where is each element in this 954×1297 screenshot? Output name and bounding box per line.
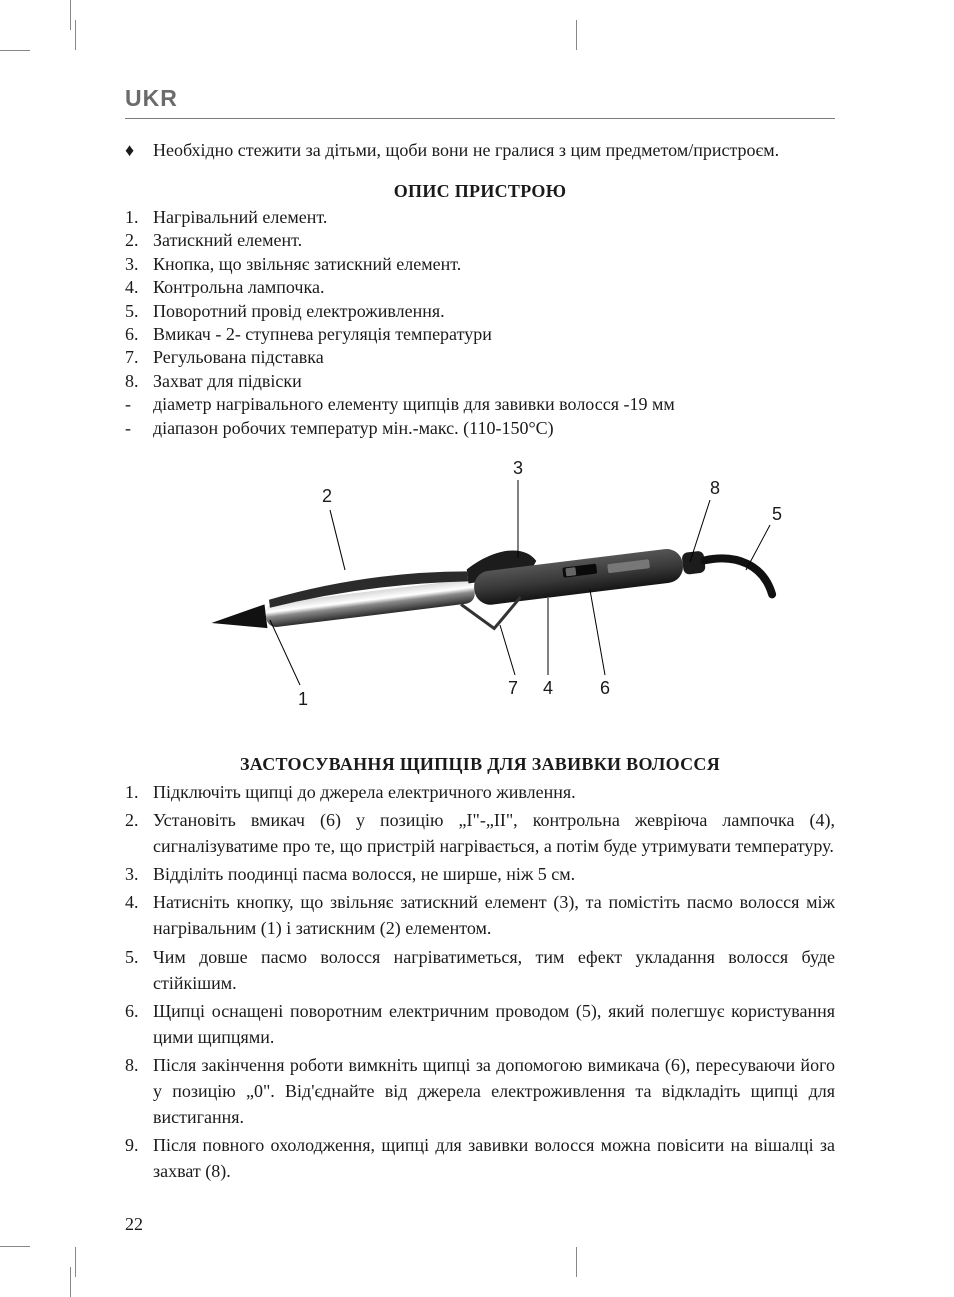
diagram-label-7: 7: [508, 678, 518, 698]
description-item: -діаметр нагрівального елементу щипців д…: [125, 393, 835, 416]
crop-mark: [70, 1267, 71, 1297]
description-item-number: 7.: [125, 346, 153, 369]
crop-mark: [576, 20, 577, 50]
diagram-switch-knob: [565, 567, 576, 576]
description-item: 6.Вмикач - 2- ступнева регуляція темпера…: [125, 323, 835, 346]
usage-item: 1.Підключіть щипці до джерела електрично…: [125, 779, 835, 805]
usage-item: 5.Чим довше пасмо волосся нагріватиметьс…: [125, 944, 835, 996]
description-item-number: 2.: [125, 229, 153, 252]
description-item-number: 6.: [125, 323, 153, 346]
usage-item-text: Після повного охолодження, щипці для зав…: [153, 1132, 835, 1184]
description-item-text: діаметр нагрівального елементу щипців дл…: [153, 393, 835, 416]
description-item: 2.Затискний елемент.: [125, 229, 835, 252]
usage-item-number: 5.: [125, 944, 153, 996]
description-item: 7.Регульована підставка: [125, 346, 835, 369]
usage-item: 2.Установіть вмикач (6) у позицію „I"-„I…: [125, 807, 835, 859]
description-item-text: Контрольна лампочка.: [153, 276, 835, 299]
description-item: 5.Поворотний провід електроживлення.: [125, 300, 835, 323]
diagram-label-6: 6: [600, 678, 610, 698]
usage-item: 4.Натисніть кнопку, що звільняє затискни…: [125, 889, 835, 941]
device-diagram: 1 2 3 4 5 6 7 8: [125, 450, 835, 730]
description-item-text: Регульована підставка: [153, 346, 835, 369]
diagram-cord: [704, 552, 772, 602]
usage-list: 1.Підключіть щипці до джерела електрично…: [125, 779, 835, 1184]
crop-mark: [75, 1247, 76, 1277]
description-item: -діапазон робочих температур мін.-макс. …: [125, 417, 835, 440]
diagram-label-1: 1: [298, 689, 308, 709]
description-item-text: Кнопка, що звільняє затискний елемент.: [153, 253, 835, 276]
language-header: UKR: [125, 85, 835, 112]
section-title-usage: ЗАСТОСУВАННЯ ЩИПЦІВ ДЛЯ ЗАВИВКИ ВОЛОССЯ: [125, 754, 835, 775]
description-list: 1.Нагрівальний елемент.2.Затискний елеме…: [125, 206, 835, 440]
diagram-label-5: 5: [772, 504, 782, 524]
description-item-number: 3.: [125, 253, 153, 276]
safety-bullet-text: Необхідно стежити за дітьми, щоби вони н…: [153, 137, 835, 163]
description-item-number: 1.: [125, 206, 153, 229]
diagram-label-4: 4: [543, 678, 553, 698]
description-item-text: Вмикач - 2- ступнева регуляція температу…: [153, 323, 835, 346]
section-title-description: ОПИС ПРИСТРОЮ: [125, 181, 835, 202]
description-item-number: 4.: [125, 276, 153, 299]
description-item-number: 8.: [125, 370, 153, 393]
usage-item: 8.Після закінчення роботи вимкніть щипці…: [125, 1052, 835, 1130]
page-number: 22: [125, 1214, 143, 1235]
usage-item-text: Установіть вмикач (6) у позицію „I"-„II"…: [153, 807, 835, 859]
diagram-label-2: 2: [322, 486, 332, 506]
usage-item: 9.Після повного охолодження, щипці для з…: [125, 1132, 835, 1184]
usage-item-text: Чим довше пасмо волосся нагріватиметься,…: [153, 944, 835, 996]
safety-bullet-row: ♦ Необхідно стежити за дітьми, щоби вони…: [125, 137, 835, 163]
crop-mark: [70, 0, 71, 30]
usage-item-number: 1.: [125, 779, 153, 805]
description-item-text: діапазон робочих температур мін.-макс. (…: [153, 417, 835, 440]
device-diagram-svg: 1 2 3 4 5 6 7 8: [170, 450, 790, 730]
crop-mark: [0, 50, 30, 51]
page: UKR ♦ Необхідно стежити за дітьми, щоби …: [0, 0, 954, 1297]
usage-item-text: Натисніть кнопку, що звільняє затискний …: [153, 889, 835, 941]
usage-item-number: 4.: [125, 889, 153, 941]
description-item-number: 5.: [125, 300, 153, 323]
usage-item-text: Щипці оснащені поворотним електричним пр…: [153, 998, 835, 1050]
usage-item-number: 2.: [125, 807, 153, 859]
crop-mark: [0, 1246, 30, 1247]
crop-mark: [75, 20, 76, 50]
usage-item-text: Підключіть щипці до джерела електричного…: [153, 779, 835, 805]
description-item: 8.Захват для підвіски: [125, 370, 835, 393]
header-rule: [125, 118, 835, 119]
crop-mark: [576, 1247, 577, 1277]
content-area: UKR ♦ Необхідно стежити за дітьми, щоби …: [125, 85, 835, 1186]
usage-item-number: 8.: [125, 1052, 153, 1130]
usage-item-number: 9.: [125, 1132, 153, 1184]
description-item: 4.Контрольна лампочка.: [125, 276, 835, 299]
usage-item-text: Після закінчення роботи вимкніть щипці з…: [153, 1052, 835, 1130]
usage-item-number: 6.: [125, 998, 153, 1050]
description-item-text: Нагрівальний елемент.: [153, 206, 835, 229]
diagram-label-3: 3: [513, 458, 523, 478]
diagram-tip: [210, 604, 268, 635]
description-item-text: Поворотний провід електроживлення.: [153, 300, 835, 323]
description-item-number: -: [125, 393, 153, 416]
description-item: 3.Кнопка, що звільняє затискний елемент.: [125, 253, 835, 276]
description-item-text: Захват для підвіски: [153, 370, 835, 393]
usage-item-number: 3.: [125, 861, 153, 887]
description-item-number: -: [125, 417, 153, 440]
description-item-text: Затискний елемент.: [153, 229, 835, 252]
description-item: 1.Нагрівальний елемент.: [125, 206, 835, 229]
bullet-mark: ♦: [125, 137, 153, 163]
usage-item: 3.Відділіть поодинці пасма волосся, не ш…: [125, 861, 835, 887]
usage-item-text: Відділіть поодинці пасма волосся, не шир…: [153, 861, 835, 887]
diagram-label-8: 8: [710, 478, 720, 498]
usage-item: 6.Щипці оснащені поворотним електричним …: [125, 998, 835, 1050]
